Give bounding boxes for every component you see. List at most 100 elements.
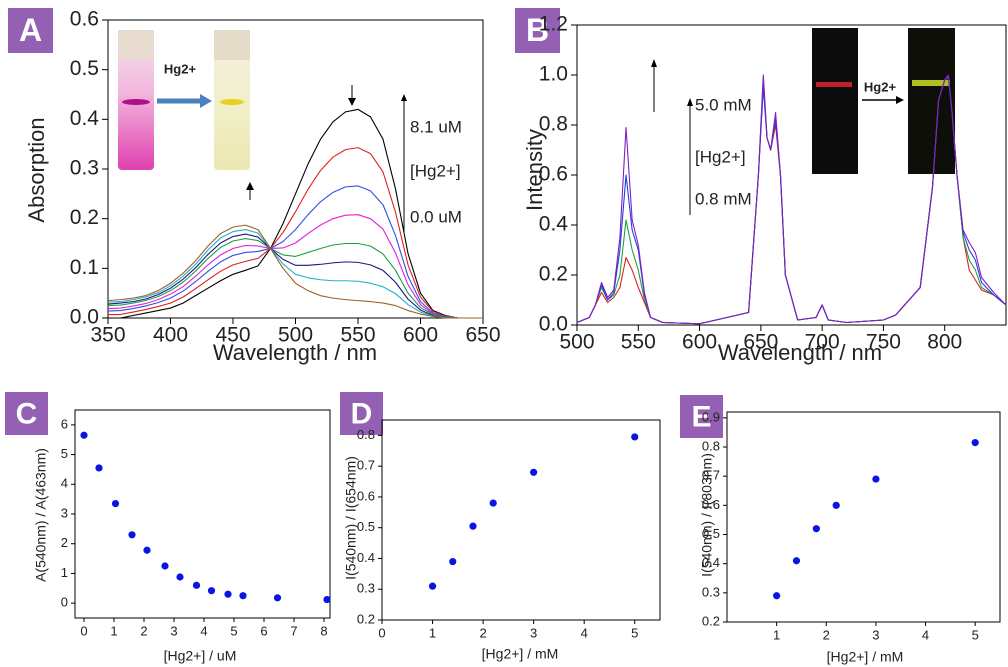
y-tick-label: 0.4 — [357, 550, 375, 565]
y-tick-label: 3 — [61, 505, 68, 520]
x-tick-label: 8 — [320, 623, 327, 638]
x-tick-label: 650 — [465, 324, 500, 347]
y-tick-label: 0.8 — [702, 438, 720, 453]
panel-letter: B — [526, 12, 549, 48]
x-axis-label: [Hg2+] / mM — [482, 646, 559, 662]
y-tick-label: 0.2 — [357, 611, 375, 626]
data-point — [530, 468, 538, 476]
y-tick-label: 0.0 — [539, 313, 568, 336]
data-point — [207, 587, 216, 595]
data-point — [239, 592, 247, 600]
spectrum-line — [108, 147, 483, 319]
y-tick-label: 0.3 — [357, 581, 375, 596]
y-axis-label: I(540nm) / I(803nm) — [699, 453, 715, 577]
x-tick-label: 400 — [153, 324, 188, 347]
y-tick-label: 0.2 — [702, 613, 720, 628]
x-tick-label: 7 — [290, 623, 297, 638]
inset-photo-a — [114, 25, 264, 175]
panel-letter-box — [5, 392, 48, 435]
x-axis-label: [Hg2+] / mM — [827, 649, 904, 665]
inset-label: Hg2+ — [864, 79, 897, 94]
x-tick-label: 5 — [230, 623, 237, 638]
data-point — [128, 531, 136, 539]
x-axis-label: Wavelength / nm — [213, 340, 377, 365]
panel-letter-box — [515, 8, 560, 53]
x-tick-label: 1 — [429, 625, 436, 640]
annotation: 0.8 mM — [695, 189, 752, 208]
annotation: [Hg2+] — [695, 147, 746, 166]
y-tick-label: 1.0 — [539, 63, 568, 86]
x-tick-label: 3 — [170, 623, 177, 638]
y-tick-label: 0.6 — [702, 497, 720, 512]
y-tick-label: 4 — [61, 476, 68, 491]
x-tick-label: 350 — [90, 324, 125, 347]
data-point — [971, 439, 979, 447]
x-tick-label: 0 — [378, 625, 385, 640]
x-tick-label: 500 — [278, 324, 313, 347]
y-axis-label: Absorption — [24, 117, 49, 222]
x-tick-label: 800 — [927, 331, 962, 354]
spectrum-line — [107, 229, 483, 319]
y-tick-label: 6 — [61, 416, 68, 431]
y-tick-label: 0.8 — [539, 113, 568, 136]
y-tick-label: 0.6 — [70, 8, 99, 31]
x-tick-label: 3 — [530, 625, 537, 640]
panel-letter: D — [351, 397, 373, 430]
y-tick-label: 0.5 — [357, 519, 375, 534]
annotation: 5.0 mM — [695, 95, 752, 114]
spectrum-line — [107, 224, 483, 319]
y-tick-label: 0.3 — [70, 157, 99, 180]
y-tick-label: 0 — [61, 595, 68, 610]
annotation: 0.0 uM — [410, 207, 462, 226]
x-tick-label: 600 — [682, 331, 717, 354]
data-point — [812, 525, 820, 533]
x-tick-label: 500 — [559, 331, 594, 354]
y-tick-label: 0.6 — [539, 163, 568, 186]
data-point — [111, 500, 120, 508]
data-point — [192, 581, 201, 589]
spectrum-line — [576, 74, 1007, 325]
data-point — [773, 592, 781, 600]
y-axis-label: A(540nm) / A(463nm) — [33, 448, 49, 582]
spectrum-line — [107, 214, 483, 319]
y-tick-label: 1 — [61, 565, 68, 580]
data-point — [323, 595, 331, 604]
x-tick-label: 750 — [866, 331, 901, 354]
data-point — [489, 499, 497, 507]
data-point — [80, 431, 88, 439]
panel-letter: A — [19, 12, 42, 48]
data-point — [631, 433, 639, 441]
x-tick-label: 2 — [479, 625, 486, 640]
x-tick-label: 700 — [805, 331, 840, 354]
data-point — [224, 590, 232, 598]
annotation-arrows — [249, 62, 691, 232]
y-tick-label: 0.7 — [357, 458, 375, 473]
data-point — [449, 557, 457, 566]
x-tick-label: 4 — [581, 625, 588, 640]
y-tick-label: 0.7 — [702, 468, 720, 483]
data-point — [428, 582, 437, 590]
data-point — [95, 464, 103, 472]
spectrum-line — [108, 108, 483, 319]
x-tick-label: 6 — [260, 623, 267, 638]
y-tick-label: 0.0 — [70, 306, 99, 329]
spectrum-line — [107, 233, 483, 319]
y-tick-label: 2 — [61, 535, 68, 550]
y-axis-label: Intensity — [522, 129, 547, 211]
x-tick-label: 0 — [80, 623, 87, 638]
y-tick-label: 0.6 — [357, 488, 375, 503]
panel-letter: C — [16, 397, 38, 430]
data-point — [161, 562, 169, 570]
x-tick-label: 3 — [872, 627, 879, 642]
y-axis-label: I(540nm) / I(654nm) — [343, 456, 359, 580]
plot-frame — [726, 411, 1001, 623]
y-tick-label: 0.5 — [702, 526, 720, 541]
plot-frame — [74, 409, 331, 619]
annotation: [Hg2+] — [410, 161, 461, 180]
x-tick-label: 650 — [743, 331, 778, 354]
panel-letter-box — [8, 8, 53, 53]
x-tick-label: 550 — [340, 324, 375, 347]
y-tick-label: 0.4 — [539, 213, 569, 236]
spectrum-line — [107, 185, 483, 319]
panel-letter-box — [340, 392, 383, 435]
